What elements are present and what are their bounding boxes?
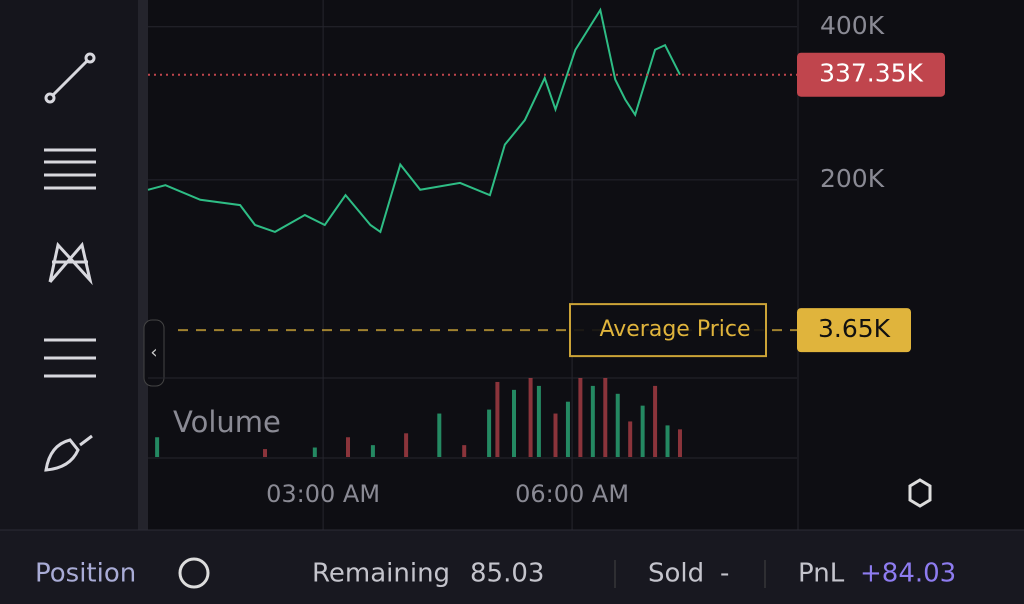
pnl-label: PnL xyxy=(798,559,845,589)
collapse-button[interactable] xyxy=(143,319,165,387)
average-price-tag xyxy=(797,308,911,353)
volume-bar xyxy=(628,421,633,457)
collapse-icon: ‹ xyxy=(150,342,157,363)
average-price-label: 3.65K xyxy=(818,314,891,343)
volume-bar xyxy=(640,405,645,457)
volume-bar xyxy=(487,409,492,457)
position-label[interactable]: Position xyxy=(35,559,136,589)
remaining-label: Remaining xyxy=(312,559,450,589)
volume-bar xyxy=(615,393,620,457)
average-price-name: Average Price xyxy=(599,317,750,342)
volume-bar xyxy=(553,413,558,457)
volume-bar xyxy=(312,447,317,457)
sold-label: Sold xyxy=(648,559,704,589)
volume-bar xyxy=(536,385,541,457)
y-tick-label: 400K xyxy=(820,11,885,40)
volume-bar xyxy=(528,378,533,457)
average-price-box xyxy=(569,303,767,358)
volume-bar xyxy=(437,413,442,457)
volume-bar xyxy=(404,433,409,457)
current-price-label: 337.35K xyxy=(819,59,923,88)
x-tick-label: 06:00 AM xyxy=(515,480,629,508)
volume-bar xyxy=(263,449,268,457)
settings-icon[interactable] xyxy=(908,478,932,508)
volume-bar xyxy=(565,401,570,457)
sold-value: - xyxy=(720,559,729,589)
volume-bar xyxy=(155,437,160,457)
volume-bar xyxy=(590,385,595,457)
current-price-tag xyxy=(797,52,945,97)
divider xyxy=(138,0,148,530)
volume-bar xyxy=(511,389,516,457)
volume-bar xyxy=(462,445,467,457)
volume-label: Volume xyxy=(173,405,281,439)
volume-bar xyxy=(495,381,500,457)
volume-bar xyxy=(578,378,583,457)
volume-bar xyxy=(677,429,682,457)
y-tick-label: 200K xyxy=(820,164,885,193)
pnl-value: +84.03 xyxy=(860,559,956,589)
volume-bar xyxy=(653,385,658,457)
bottom-bar xyxy=(0,530,1024,604)
volume-bar xyxy=(665,425,670,457)
price-line xyxy=(147,7,681,234)
remaining-value: 85.03 xyxy=(470,559,544,589)
volume-bar xyxy=(603,378,608,457)
x-tick-label: 03:00 AM xyxy=(266,480,380,508)
refresh-icon[interactable] xyxy=(178,557,210,589)
volume-bar xyxy=(346,437,351,457)
volume-bar xyxy=(370,445,375,457)
tools[interactable] xyxy=(44,52,96,472)
